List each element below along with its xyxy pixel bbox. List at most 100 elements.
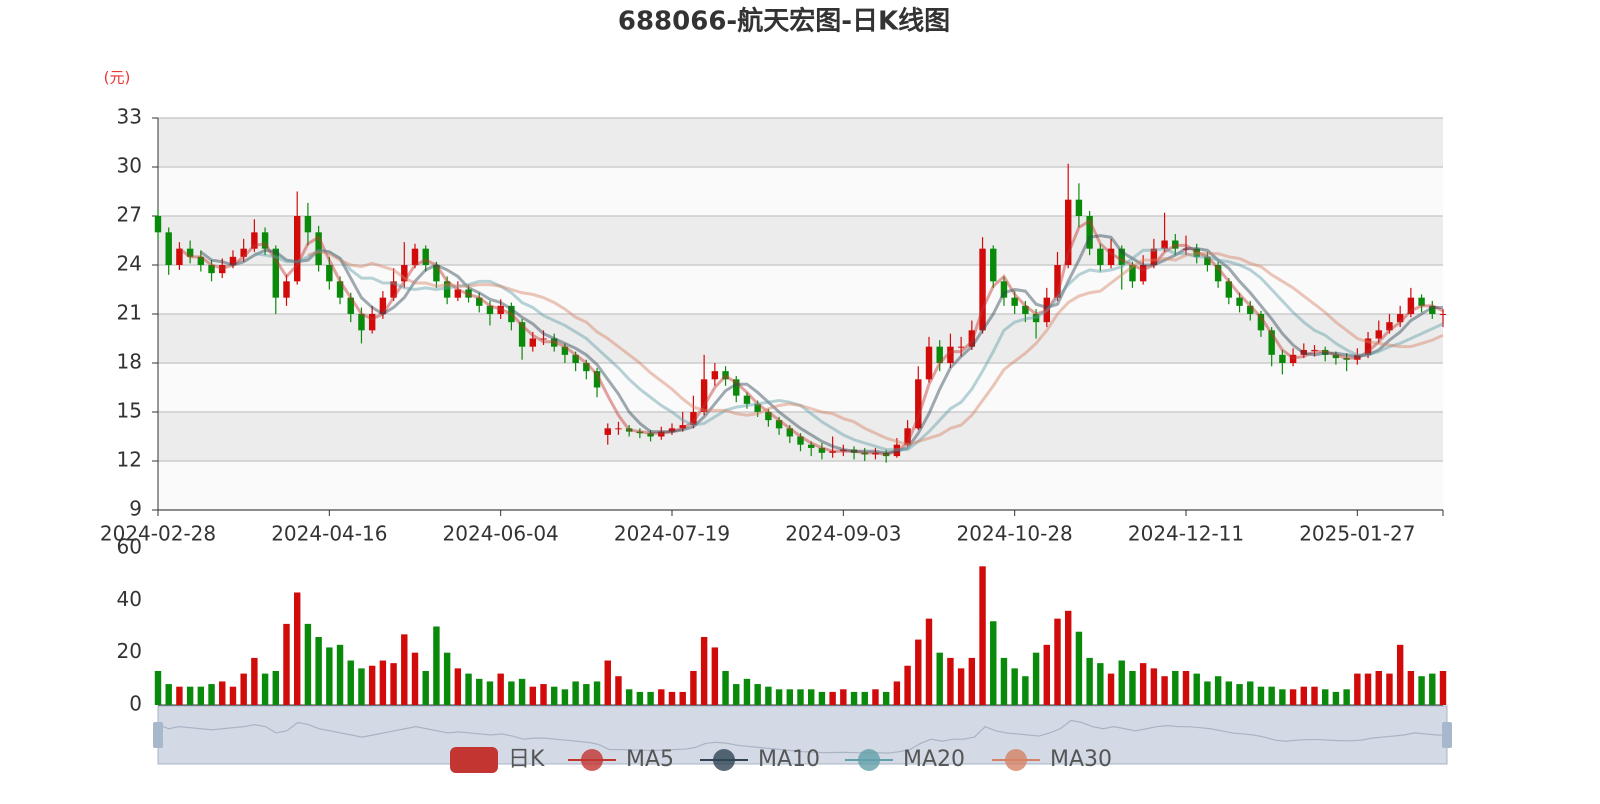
- volume-bar: [390, 663, 397, 705]
- volume-bar: [690, 670, 697, 705]
- candle-body: [368, 314, 376, 331]
- candle-body: [261, 232, 269, 249]
- volume-bar: [358, 668, 365, 705]
- candle-body: [1011, 297, 1018, 306]
- candle-body: [893, 444, 901, 457]
- volume-bar: [1022, 676, 1029, 705]
- volume-bar: [915, 639, 922, 705]
- legend-label: 日K: [508, 747, 545, 772]
- volume-bar: [1129, 670, 1136, 705]
- volume-bar: [1236, 684, 1243, 705]
- volume-bar: [347, 660, 354, 705]
- candle-body: [251, 232, 258, 249]
- candle-body: [1247, 305, 1254, 314]
- candle-body: [861, 452, 868, 455]
- candle-body: [872, 452, 879, 455]
- candle-body: [240, 248, 247, 257]
- zoom-handle[interactable]: [1442, 722, 1452, 748]
- candle-body: [647, 433, 654, 437]
- candle-body: [454, 289, 462, 298]
- volume-tick-label: 60: [117, 535, 142, 559]
- volume-bar: [882, 691, 890, 705]
- volume-bar: [786, 689, 794, 705]
- volume-bar: [1332, 691, 1340, 705]
- volume-bar: [925, 618, 933, 705]
- candle-body: [604, 428, 611, 435]
- volume-bar: [197, 686, 205, 705]
- candle-body: [990, 248, 997, 282]
- x-tick-label: 2024-04-16: [271, 522, 387, 546]
- candle-body: [476, 297, 483, 306]
- legend-label: MA30: [1050, 747, 1112, 772]
- candle-body: [443, 281, 451, 298]
- candle-body: [154, 216, 162, 233]
- candle-body: [197, 256, 205, 265]
- volume-bar: [293, 592, 301, 705]
- volume-bar: [647, 691, 654, 705]
- candle-body: [1332, 354, 1340, 359]
- volume-bar: [315, 636, 322, 705]
- volume-bar: [957, 668, 965, 705]
- candle-body: [690, 412, 697, 426]
- candle-body: [947, 346, 954, 363]
- candle-body: [1000, 281, 1008, 298]
- candle-body: [1364, 338, 1372, 355]
- volume-bar: [1011, 668, 1018, 705]
- volume-bar: [1118, 660, 1125, 705]
- volume-bar: [476, 678, 483, 705]
- y-tick-label: 15: [117, 399, 142, 423]
- volume-bar: [1289, 689, 1297, 705]
- candle-body: [486, 305, 494, 314]
- candle-body: [272, 248, 280, 298]
- candle-body: [915, 379, 922, 429]
- candle-body: [1193, 248, 1200, 257]
- candle-body: [347, 297, 354, 314]
- candle-body: [1161, 240, 1168, 249]
- volume-bar: [840, 689, 847, 705]
- candle-body: [797, 436, 804, 445]
- volume-bar: [1429, 673, 1436, 705]
- candle-body: [722, 371, 729, 380]
- volume-bar: [593, 681, 601, 705]
- volume-bar: [733, 684, 740, 705]
- y-tick-label: 27: [117, 203, 142, 227]
- candle-body: [1022, 305, 1029, 314]
- candle-body: [550, 338, 558, 347]
- volume-bar: [615, 676, 622, 705]
- volume-bar: [1172, 670, 1179, 705]
- split-area: [158, 216, 1443, 265]
- candle-body: [1139, 265, 1147, 282]
- volume-bar: [711, 647, 719, 705]
- split-area: [158, 118, 1443, 167]
- volume-bar: [1354, 673, 1361, 705]
- legend-icon: [581, 749, 603, 771]
- candle-body: [1407, 297, 1415, 314]
- volume-bar: [1418, 676, 1425, 705]
- candle-body: [1182, 248, 1190, 250]
- volume-bar: [497, 673, 504, 705]
- volume-bar: [658, 689, 665, 705]
- volume-bar: [186, 686, 194, 705]
- candle-body: [711, 371, 719, 380]
- volume-bar: [829, 691, 836, 705]
- x-tick-label: 2024-10-28: [957, 522, 1073, 546]
- volume-bar: [604, 660, 611, 705]
- zoom-handle[interactable]: [153, 722, 163, 748]
- candle-body: [1386, 322, 1393, 331]
- candle-body: [422, 248, 429, 265]
- candle-body: [733, 379, 740, 396]
- candle-body: [1396, 314, 1404, 323]
- y-tick-label: 33: [117, 105, 142, 129]
- volume-bar: [1182, 670, 1190, 705]
- volume-bar: [818, 691, 826, 705]
- candle-body: [1418, 297, 1425, 306]
- ma-line: [178, 218, 1444, 457]
- volume-bar: [1311, 686, 1318, 705]
- split-area: [158, 461, 1443, 510]
- volume-bar: [240, 673, 247, 705]
- candle-body: [529, 338, 537, 347]
- volume-tick-label: 40: [117, 587, 142, 611]
- candle-body: [1439, 314, 1447, 315]
